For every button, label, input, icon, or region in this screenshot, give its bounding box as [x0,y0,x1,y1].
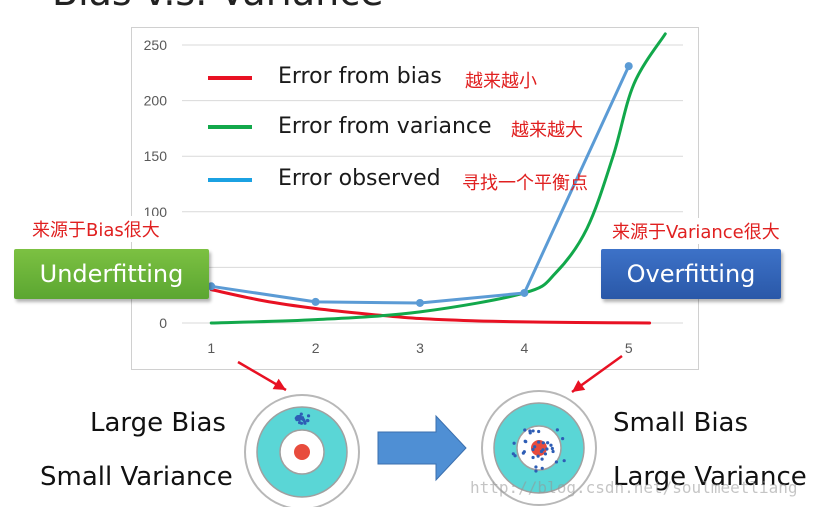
right-shot-dot [551,449,555,454]
right-shot-dot [550,446,554,451]
series-line-bias [209,288,652,325]
observed-point-5 [624,62,633,71]
right-shot-dot [540,457,544,461]
right-shot-dot [555,428,559,432]
left-shot-dot [300,416,305,420]
right-shot-dot [540,466,544,470]
right-shot-dot [546,441,550,445]
observed-point-3 [415,298,424,307]
slide-title: Bias v.s. Variance [52,0,384,14]
right-shot-dot [523,428,527,432]
right-shot-dot [533,445,537,449]
right-shot-dot [511,452,515,456]
large-bias-label: Large Bias [90,408,226,438]
bias-source-note: 来源于Bias很大 [32,216,160,242]
left-shot-dot [299,421,304,425]
legend-note-variance: 越来越大 [511,120,583,141]
x-tick-label-2: 2 [312,340,320,356]
right-shot-dot [531,447,535,452]
y-tick-label-0: 0 [159,315,167,331]
left-shot-dot [306,419,310,423]
right-shot-dot [554,460,559,464]
legend-note-bias: 越来越小 [465,71,537,92]
right-shot-dot [561,437,565,441]
right-shot-dot [528,429,532,433]
right-shot-dot [522,450,526,454]
right-shot-dot [534,469,538,473]
variance-source-note: 来源于Variance很大 [612,218,780,244]
overfitting-badge: Overfitting [601,249,781,299]
legend-label-observed: Error observed [278,166,441,191]
left-shot-dot [296,414,300,419]
small-variance-label: Small Variance [40,462,233,492]
x-tick-label-1: 1 [207,340,215,356]
target-left-bullseye [294,444,310,460]
x-tick-label-4: 4 [520,340,528,356]
y-tick-label-100: 100 [144,204,168,220]
watermark: http://blog.csdn.net/soulmeetliang [470,478,798,497]
transition-arrow [377,414,467,482]
y-tick-label-150: 150 [144,148,168,164]
right-shot-dot [537,440,541,444]
right-shot-dot [541,441,545,445]
right-shot-dot [531,429,535,433]
small-bias-label: Small Bias [613,408,749,438]
underfitting-badge: Underfitting [14,249,209,299]
left-shot-dot [306,414,311,418]
observed-point-1 [207,282,216,291]
pointer-arrow-right-head [572,380,586,392]
right-shot-dot [537,429,541,434]
right-shot-dot [543,452,548,456]
y-tick-label-250: 250 [144,37,168,53]
right-shot-dot [512,441,516,445]
right-shot-dot [545,447,549,451]
legend-label-bias: Error from bias [278,64,442,89]
right-shot-dot [531,455,535,460]
pointer-arrow-left-head [272,378,286,390]
right-shot-dot [541,448,545,452]
right-shot-dot [549,443,553,447]
right-shot-dot [536,454,540,458]
left-shot-dot [303,420,307,424]
large-variance-label: Large Variance [613,462,807,492]
series-line-variance [209,32,667,325]
right-shot-dot [562,459,566,463]
legend-note-observed: 寻找一个平衡点 [462,173,588,194]
legend-label-variance: Error from variance [278,114,492,139]
observed-point-4 [520,288,529,297]
x-tick-label-5: 5 [625,340,633,356]
y-tick-label-200: 200 [144,93,168,109]
right-shot-dot [534,465,538,469]
observed-point-2 [311,297,320,306]
left-shot-dot [299,412,303,416]
right-shot-dot [523,439,527,443]
x-tick-label-3: 3 [416,340,424,356]
